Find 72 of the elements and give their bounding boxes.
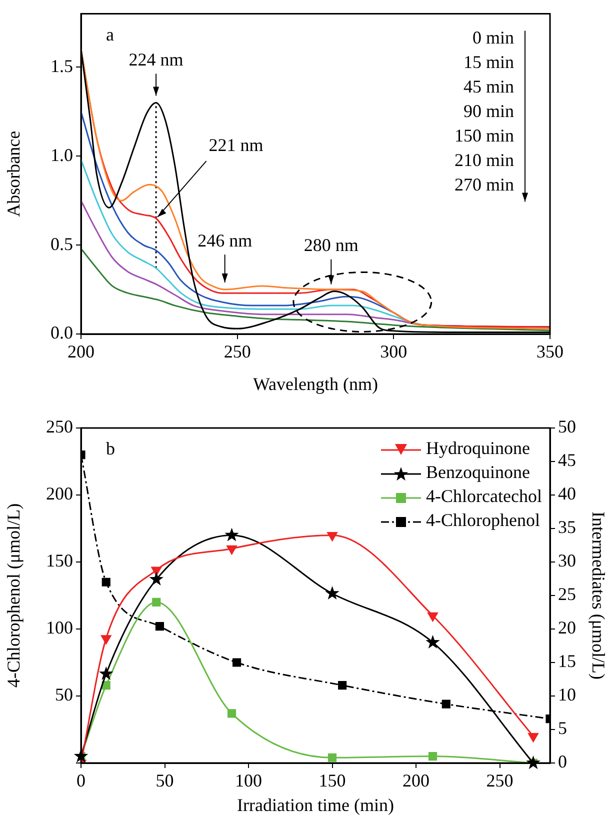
legend-label: 4-Chlorophenol — [426, 510, 540, 530]
y-tick-label: 200 — [46, 484, 73, 504]
annotation: 246 nm — [198, 230, 252, 250]
x-axis-title: Irradiation time (min) — [237, 794, 394, 815]
y2-tick-label: 10 — [558, 684, 576, 705]
annotation: 221 nm — [208, 135, 264, 156]
point — [327, 532, 338, 541]
y-tick-label: 100 — [46, 618, 73, 638]
y2-tick-label: 30 — [558, 550, 576, 571]
point — [325, 586, 340, 600]
legend-label: Hydroquinone — [426, 438, 530, 458]
y-axis-title: Absorbance — [4, 130, 24, 217]
point — [528, 732, 538, 742]
y2-tick-label: 35 — [558, 517, 576, 538]
y-tick-label: 50 — [55, 684, 73, 705]
point — [102, 578, 110, 586]
point — [101, 635, 112, 644]
point — [152, 598, 161, 606]
x-tick-label: 300 — [380, 342, 408, 362]
y-tick-label: 250 — [46, 416, 73, 437]
x-tick-label: 50 — [156, 770, 174, 791]
y2-tick-label: 40 — [558, 484, 576, 504]
point — [442, 700, 450, 708]
x-tick-label: 200 — [68, 342, 94, 362]
point — [328, 753, 337, 762]
y-tick-label: 0.0 — [50, 322, 73, 343]
annotation: 150 min — [454, 126, 514, 146]
legend-label: Benzoquinone — [426, 462, 530, 482]
y2-axis-title: Intermediates (μmol/L) — [588, 511, 608, 680]
annotation: 45 min — [463, 76, 514, 97]
point — [155, 622, 164, 631]
point — [226, 545, 237, 554]
annotation: b — [106, 438, 115, 459]
x-tick-label: 150 — [318, 770, 346, 791]
point — [102, 680, 110, 690]
y2-tick-label: 50 — [558, 416, 576, 437]
point — [151, 566, 162, 576]
point — [338, 680, 347, 690]
y2-tick-label: 25 — [558, 584, 576, 604]
point — [227, 709, 236, 718]
y2-tick-label: 0 — [558, 752, 567, 772]
point — [98, 666, 114, 680]
x-axis-title: Wavelength (nm) — [252, 374, 378, 394]
y-axis-title: 4-Chlorophenol (μmol/L) — [4, 503, 24, 688]
y2-tick-label: 15 — [558, 651, 576, 672]
y2-tick-label: 5 — [558, 718, 567, 738]
annotation: a — [106, 24, 114, 45]
legend-label: 4-Chlorcatechol — [426, 486, 542, 506]
y-tick-label: 1.5 — [50, 56, 73, 76]
x-tick-label: 350 — [536, 342, 564, 362]
y-tick-label: 0.5 — [50, 234, 73, 254]
point — [526, 756, 540, 770]
annotation: 224 nm — [128, 49, 184, 70]
annotation: 270 min — [454, 174, 514, 195]
point — [426, 634, 440, 648]
y-tick-label: 1.0 — [50, 144, 73, 165]
y-tick-label: 150 — [46, 550, 73, 571]
y2-tick-label: 45 — [558, 450, 576, 470]
annotation: 280 nm — [304, 235, 358, 256]
x-tick-label: 250 — [224, 342, 251, 362]
x-tick-label: 0 — [76, 770, 86, 791]
annotation: 0 min — [472, 28, 514, 48]
annotation: 210 min — [454, 150, 514, 170]
annotation: 15 min — [463, 52, 514, 72]
point — [428, 752, 438, 761]
y2-tick-label: 20 — [558, 618, 576, 638]
x-tick-label: 200 — [402, 770, 430, 791]
annotation: 90 min — [463, 101, 514, 122]
x-tick-label: 100 — [235, 770, 262, 791]
point — [232, 658, 242, 667]
point — [428, 612, 438, 622]
x-tick-label: 250 — [486, 770, 514, 791]
